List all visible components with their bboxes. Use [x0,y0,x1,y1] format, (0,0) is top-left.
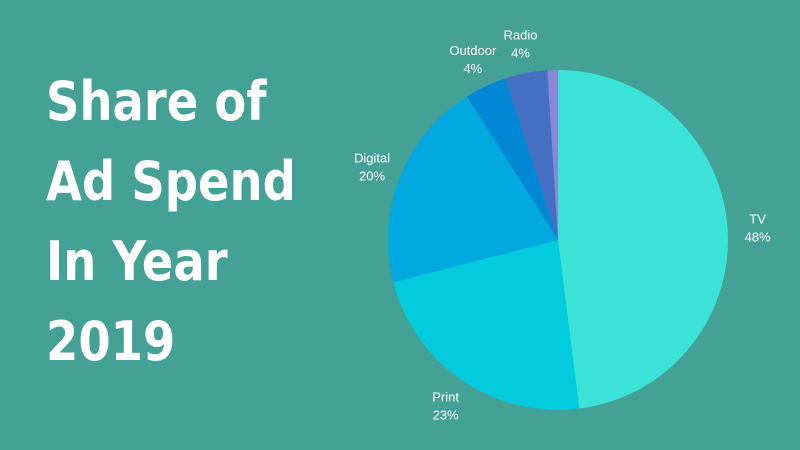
title-line-1: Share of [46,70,267,133]
pie-label-tv: TV 48% [745,211,771,244]
pie-slice-radio [505,70,558,241]
chart-title: Share of Ad Spend In Year 2019 [46,62,304,382]
title-line-2: Ad Spend [46,150,296,213]
pie-slice-outdoor [466,78,558,240]
pie-label-radio: Radio 4% [504,28,538,61]
pie-label-print: Print 23% [432,389,459,422]
pie-slice-tv [558,70,728,409]
pie-label-digital: Digital 20% [354,150,390,183]
pie-slice-other [547,70,558,240]
title-line-3: In Year [46,230,228,293]
pie-slice-digital [388,96,558,283]
pie-label-outdoor: Outdoor 4% [449,43,497,76]
title-line-4: 2019 [46,310,176,373]
pie-slice-print [393,240,580,410]
